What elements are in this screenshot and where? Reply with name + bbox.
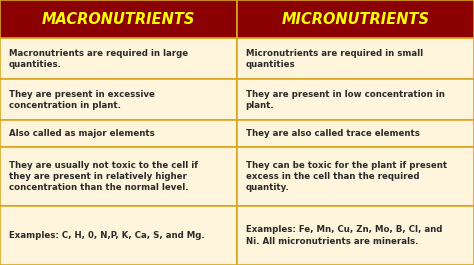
Bar bbox=[0, 38, 237, 79]
Text: They are usually not toxic to the cell if
they are present in relatively higher
: They are usually not toxic to the cell i… bbox=[9, 161, 198, 192]
Text: They are present in excessive
concentration in plant.: They are present in excessive concentrat… bbox=[9, 90, 155, 110]
Bar bbox=[0, 120, 237, 147]
Text: Also called as major elements: Also called as major elements bbox=[9, 129, 154, 138]
Bar bbox=[237, 38, 474, 79]
Bar bbox=[0, 206, 237, 265]
Text: They are also called trace elements: They are also called trace elements bbox=[246, 129, 419, 138]
Text: Examples: C, H, 0, N,P, K, Ca, S, and Mg.: Examples: C, H, 0, N,P, K, Ca, S, and Mg… bbox=[9, 231, 204, 240]
Bar bbox=[237, 206, 474, 265]
Bar bbox=[0, 0, 237, 38]
Text: MICRONUTRIENTS: MICRONUTRIENTS bbox=[282, 12, 429, 27]
Text: MACRONUTRIENTS: MACRONUTRIENTS bbox=[42, 12, 195, 27]
Bar bbox=[237, 147, 474, 206]
Text: Micronutrients are required in small
quantities: Micronutrients are required in small qua… bbox=[246, 49, 423, 69]
Text: They are present in low concentration in
plant.: They are present in low concentration in… bbox=[246, 90, 445, 110]
Text: Examples: Fe, Mn, Cu, Zn, Mo, B, Cl, and
Ni. All micronutrients are minerals.: Examples: Fe, Mn, Cu, Zn, Mo, B, Cl, and… bbox=[246, 226, 442, 246]
Bar bbox=[237, 120, 474, 147]
Bar bbox=[237, 79, 474, 120]
Bar bbox=[0, 147, 237, 206]
Text: They can be toxic for the plant if present
excess in the cell than the required
: They can be toxic for the plant if prese… bbox=[246, 161, 447, 192]
Bar bbox=[0, 79, 237, 120]
Bar bbox=[237, 0, 474, 38]
Text: Macronutrients are required in large
quantities.: Macronutrients are required in large qua… bbox=[9, 49, 188, 69]
